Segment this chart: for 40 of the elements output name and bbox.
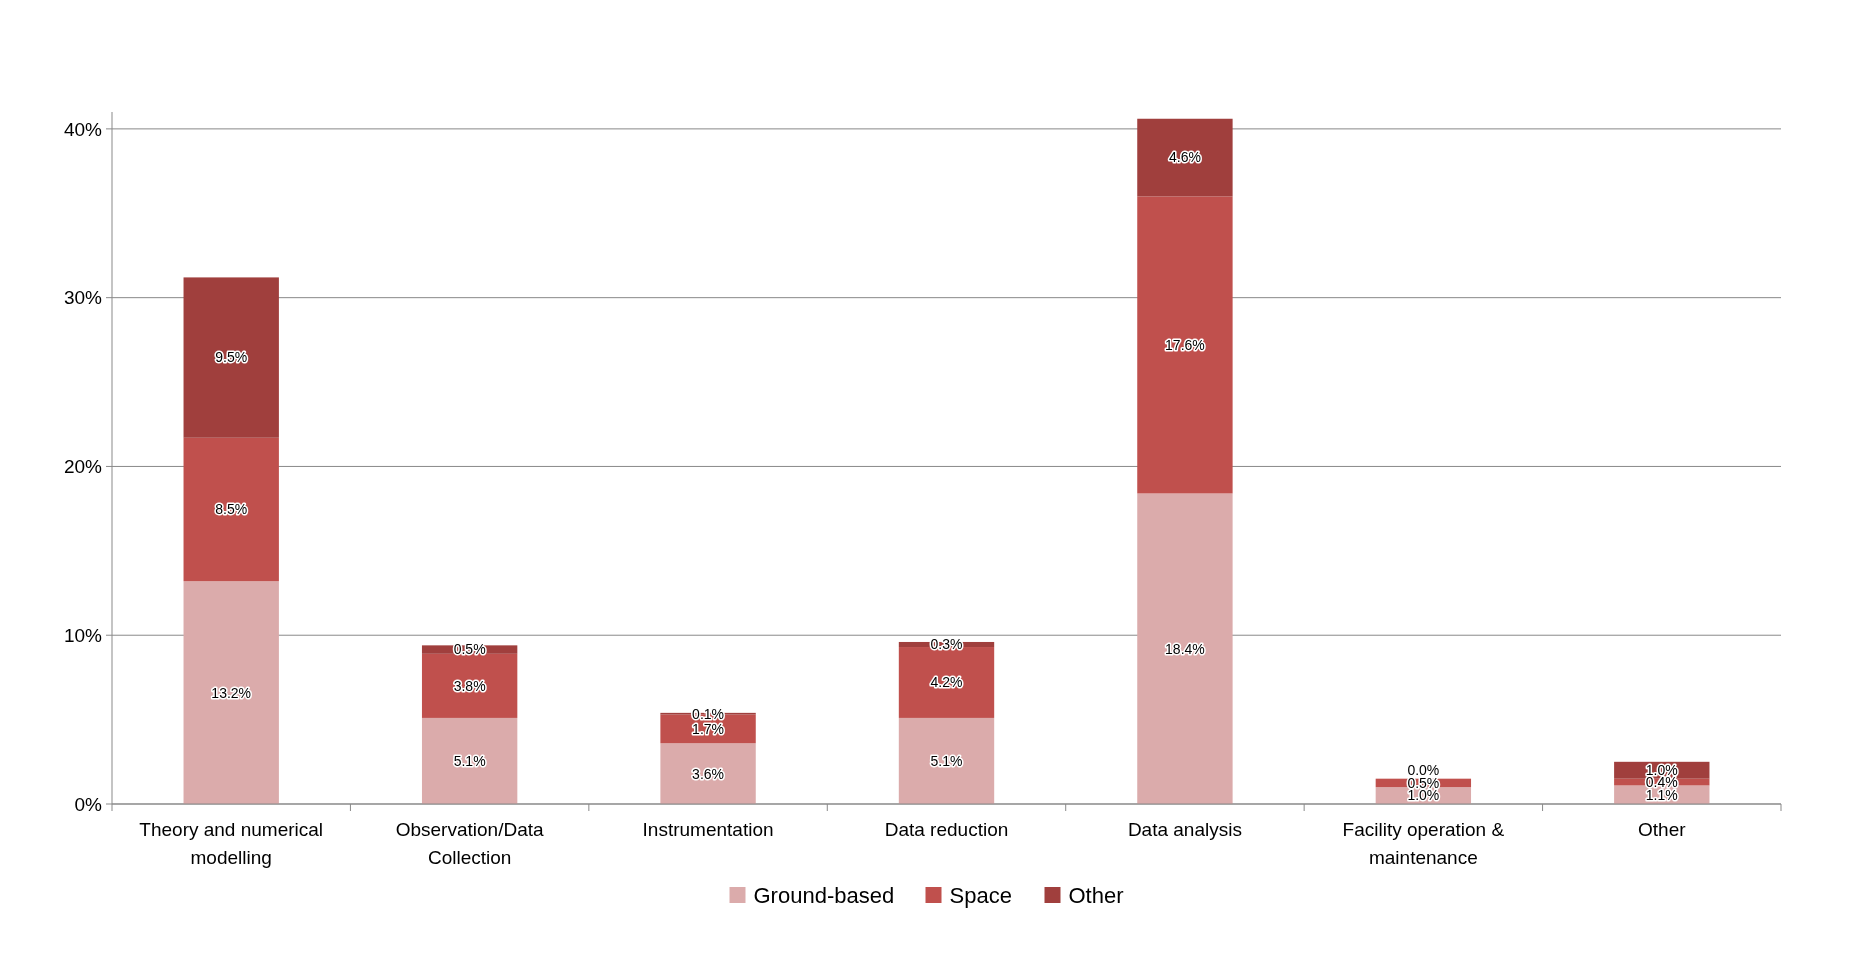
data-label: 4.2% <box>930 674 963 691</box>
bar <box>421 717 518 804</box>
legend-label: Space <box>949 882 1012 908</box>
x-tick-label: Other <box>1638 819 1687 840</box>
data-label: 5.1% <box>930 752 963 769</box>
data-label: 5.1% <box>453 752 486 769</box>
data-label: 3.6% <box>692 765 725 782</box>
data-label: 1.1% <box>1645 786 1678 803</box>
bar <box>898 717 995 804</box>
data-label: 0.5% <box>453 641 486 658</box>
data-label: 1.7% <box>692 720 725 737</box>
x-tick-label: Data reduction <box>884 819 1009 840</box>
x-tick-label: Data analysis <box>1127 819 1242 840</box>
bar <box>183 277 279 438</box>
data-label: 13.2% <box>211 684 252 701</box>
bar <box>183 581 279 804</box>
y-tick-label: 10% <box>63 624 103 646</box>
bar <box>1137 196 1233 494</box>
legend-label: Ground-based <box>753 882 895 908</box>
bar <box>1137 493 1233 804</box>
legend-label: Other <box>1068 882 1124 908</box>
data-label: 3.8% <box>453 677 486 694</box>
data-label: 17.6% <box>1165 336 1205 353</box>
x-tick-label: Observation/Data Collection <box>395 819 544 868</box>
data-label: 9.5% <box>215 349 248 366</box>
data-label: 8.5% <box>215 501 248 518</box>
x-tick-label: Facility operation & maintenance <box>1342 819 1505 868</box>
y-tick-label: 0% <box>74 793 103 815</box>
bar <box>421 653 518 718</box>
x-tick-label: Instrumentation <box>642 819 774 840</box>
data-label: 4.6% <box>1168 149 1201 166</box>
y-tick-label: 40% <box>63 118 103 140</box>
bar <box>898 647 995 718</box>
bar <box>660 743 756 804</box>
y-tick-label: 30% <box>63 287 103 309</box>
data-label: 18.4% <box>1165 640 1205 657</box>
bar <box>1137 118 1233 197</box>
bar <box>183 437 279 582</box>
x-tick-label: Theory and numerical modelling <box>139 819 324 868</box>
y-tick-label: 20% <box>63 456 103 478</box>
